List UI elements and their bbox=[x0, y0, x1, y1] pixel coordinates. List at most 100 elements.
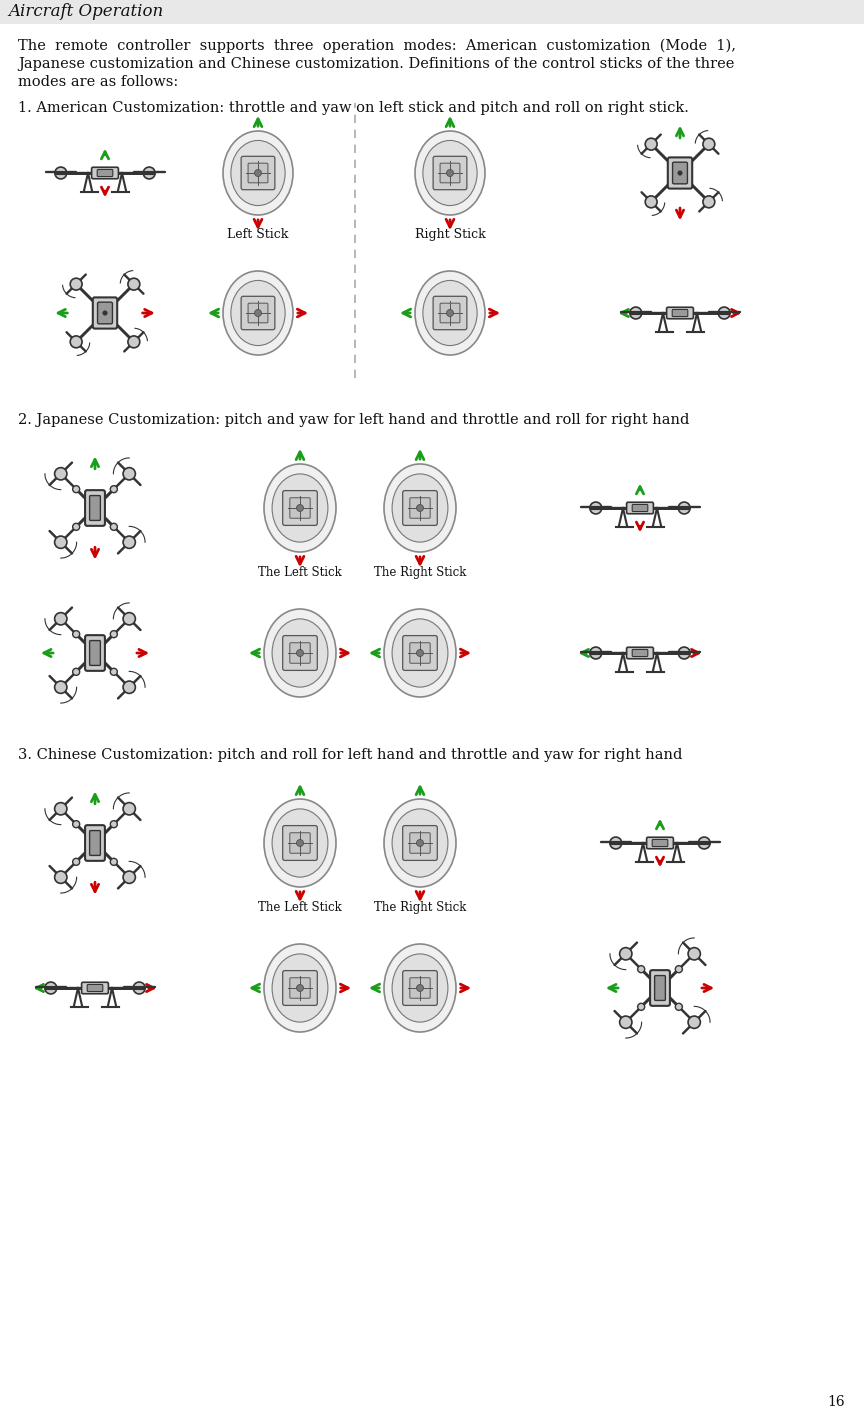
FancyBboxPatch shape bbox=[85, 490, 105, 526]
Circle shape bbox=[610, 837, 622, 848]
Circle shape bbox=[54, 536, 67, 549]
Circle shape bbox=[703, 196, 715, 207]
Circle shape bbox=[630, 307, 642, 318]
FancyBboxPatch shape bbox=[668, 158, 692, 189]
FancyBboxPatch shape bbox=[289, 978, 310, 998]
Circle shape bbox=[416, 649, 423, 657]
Ellipse shape bbox=[392, 620, 448, 688]
Circle shape bbox=[718, 307, 730, 318]
FancyBboxPatch shape bbox=[410, 642, 430, 664]
Circle shape bbox=[678, 502, 690, 514]
Ellipse shape bbox=[272, 953, 328, 1022]
FancyBboxPatch shape bbox=[81, 982, 108, 993]
Ellipse shape bbox=[272, 620, 328, 688]
FancyBboxPatch shape bbox=[672, 162, 688, 183]
Circle shape bbox=[45, 982, 57, 993]
FancyBboxPatch shape bbox=[97, 169, 113, 176]
FancyBboxPatch shape bbox=[283, 971, 317, 1006]
Text: Aircraft Operation: Aircraft Operation bbox=[8, 3, 163, 20]
Ellipse shape bbox=[422, 141, 477, 206]
FancyBboxPatch shape bbox=[90, 496, 100, 520]
Circle shape bbox=[73, 631, 79, 638]
Ellipse shape bbox=[422, 280, 477, 345]
Circle shape bbox=[703, 138, 715, 151]
Text: The Left Stick: The Left Stick bbox=[258, 901, 342, 914]
Ellipse shape bbox=[392, 473, 448, 541]
FancyBboxPatch shape bbox=[626, 502, 653, 514]
FancyBboxPatch shape bbox=[667, 307, 694, 318]
Circle shape bbox=[70, 279, 82, 290]
FancyBboxPatch shape bbox=[0, 0, 864, 24]
FancyBboxPatch shape bbox=[403, 826, 437, 860]
FancyBboxPatch shape bbox=[283, 490, 317, 526]
FancyBboxPatch shape bbox=[248, 303, 268, 323]
Text: Japanese customization and Chinese customization. Definitions of the control sti: Japanese customization and Chinese custo… bbox=[18, 57, 734, 71]
Ellipse shape bbox=[415, 131, 485, 215]
Text: The Left Stick: The Left Stick bbox=[258, 566, 342, 578]
FancyBboxPatch shape bbox=[403, 490, 437, 526]
Circle shape bbox=[133, 982, 145, 993]
Circle shape bbox=[688, 948, 701, 961]
Circle shape bbox=[54, 803, 67, 814]
FancyBboxPatch shape bbox=[87, 985, 103, 992]
Circle shape bbox=[123, 871, 136, 884]
FancyBboxPatch shape bbox=[652, 840, 668, 847]
Circle shape bbox=[123, 803, 136, 814]
FancyBboxPatch shape bbox=[672, 310, 688, 317]
FancyBboxPatch shape bbox=[410, 497, 430, 519]
FancyBboxPatch shape bbox=[410, 978, 430, 998]
Circle shape bbox=[677, 171, 683, 176]
Circle shape bbox=[111, 858, 118, 865]
Ellipse shape bbox=[384, 610, 456, 696]
Ellipse shape bbox=[223, 131, 293, 215]
Circle shape bbox=[123, 681, 136, 693]
Ellipse shape bbox=[384, 944, 456, 1032]
Text: 16: 16 bbox=[828, 1395, 845, 1410]
Circle shape bbox=[416, 504, 423, 512]
Circle shape bbox=[447, 169, 454, 176]
Text: The Right Stick: The Right Stick bbox=[374, 901, 467, 914]
Circle shape bbox=[676, 1003, 683, 1010]
Circle shape bbox=[111, 821, 118, 827]
Circle shape bbox=[73, 523, 79, 530]
FancyBboxPatch shape bbox=[289, 497, 310, 519]
Ellipse shape bbox=[264, 610, 336, 696]
Circle shape bbox=[111, 486, 118, 493]
Ellipse shape bbox=[264, 799, 336, 887]
FancyBboxPatch shape bbox=[283, 635, 317, 671]
Circle shape bbox=[73, 858, 79, 865]
FancyBboxPatch shape bbox=[90, 641, 100, 665]
FancyBboxPatch shape bbox=[403, 971, 437, 1006]
FancyBboxPatch shape bbox=[433, 156, 467, 189]
Ellipse shape bbox=[272, 809, 328, 877]
Ellipse shape bbox=[384, 465, 456, 551]
Circle shape bbox=[54, 681, 67, 693]
Circle shape bbox=[416, 840, 423, 847]
Circle shape bbox=[255, 310, 262, 317]
FancyBboxPatch shape bbox=[646, 837, 673, 848]
Circle shape bbox=[296, 649, 303, 657]
Circle shape bbox=[296, 840, 303, 847]
Circle shape bbox=[255, 169, 262, 176]
FancyBboxPatch shape bbox=[632, 504, 648, 512]
Circle shape bbox=[296, 985, 303, 992]
Circle shape bbox=[619, 1016, 632, 1029]
Circle shape bbox=[73, 668, 79, 675]
FancyBboxPatch shape bbox=[98, 303, 112, 324]
Ellipse shape bbox=[231, 141, 285, 206]
Circle shape bbox=[54, 612, 67, 625]
FancyBboxPatch shape bbox=[241, 297, 275, 330]
Circle shape bbox=[676, 966, 683, 973]
Circle shape bbox=[123, 468, 136, 480]
FancyBboxPatch shape bbox=[626, 647, 653, 659]
Text: The  remote  controller  supports  three  operation  modes:  American  customiza: The remote controller supports three ope… bbox=[18, 38, 736, 54]
FancyBboxPatch shape bbox=[90, 830, 100, 855]
Text: 3. Chinese Customization: pitch and roll for left hand and throttle and yaw for : 3. Chinese Customization: pitch and roll… bbox=[18, 747, 683, 762]
Circle shape bbox=[590, 647, 601, 659]
Text: Right Stick: Right Stick bbox=[415, 227, 486, 242]
FancyBboxPatch shape bbox=[289, 833, 310, 853]
FancyBboxPatch shape bbox=[650, 971, 670, 1006]
FancyBboxPatch shape bbox=[248, 163, 268, 183]
Circle shape bbox=[688, 1016, 701, 1029]
Circle shape bbox=[73, 486, 79, 493]
